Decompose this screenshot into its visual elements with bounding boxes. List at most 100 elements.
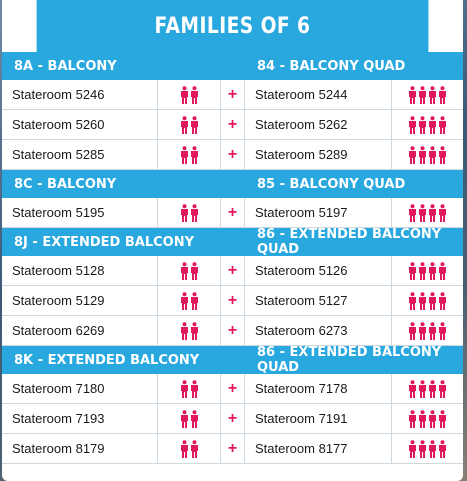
section-header: 8J - EXTENDED BALCONY 86 - EXTENDED BALCO… xyxy=(2,227,463,257)
plus-icon: + xyxy=(221,286,245,315)
person-icon xyxy=(429,321,436,340)
person-icon xyxy=(180,85,188,104)
plus-icon: + xyxy=(221,434,245,463)
table-row: Stateroom 7193 + Stateroom 7191 xyxy=(2,404,463,434)
plus-icon: + xyxy=(221,256,245,285)
person-icon xyxy=(409,145,416,164)
person-icon xyxy=(409,321,416,340)
left-stateroom: Stateroom 7180 xyxy=(2,374,158,403)
person-icon xyxy=(190,115,198,134)
right-stateroom: Stateroom 8177 xyxy=(245,434,392,463)
section-header: 8K - EXTENDED BALCONY 86 - EXTENDED BALCO… xyxy=(2,345,463,375)
person-icon xyxy=(190,85,198,104)
person-icon xyxy=(409,409,416,428)
right-occupancy xyxy=(392,80,463,109)
right-stateroom: Stateroom 7191 xyxy=(245,404,392,433)
left-occupancy xyxy=(158,256,221,285)
left-occupancy xyxy=(158,374,221,403)
table-row: Stateroom 8179 + Stateroom 8177 xyxy=(2,434,463,464)
person-icon xyxy=(409,203,416,222)
person-icon xyxy=(439,321,446,340)
header-spacer xyxy=(221,170,245,198)
table-row: Stateroom 5246 + Stateroom 5244 xyxy=(2,80,463,110)
person-icon xyxy=(439,291,446,310)
person-icon xyxy=(429,409,436,428)
page-title: FAMILIES OF 6 xyxy=(154,13,311,39)
plus-icon: + xyxy=(221,198,245,227)
table-row: Stateroom 5129 + Stateroom 5127 xyxy=(2,286,463,316)
left-category-title: 8K - EXTENDED BALCONY xyxy=(14,352,200,368)
table-row: Stateroom 5128 + Stateroom 5126 xyxy=(2,256,463,286)
person-icon xyxy=(419,379,426,398)
person-icon xyxy=(429,203,436,222)
left-stateroom: Stateroom 5195 xyxy=(2,198,158,227)
plus-icon: + xyxy=(221,316,245,345)
person-icon xyxy=(429,115,436,134)
right-stateroom: Stateroom 5127 xyxy=(245,286,392,315)
person-icon xyxy=(180,145,188,164)
person-icon xyxy=(180,115,188,134)
stateroom-grid: 8A - BALCONY 84 - BALCONY QUAD Stateroom 5… xyxy=(2,52,463,464)
table-row: Stateroom 7180 + Stateroom 7178 xyxy=(2,374,463,404)
person-icon xyxy=(409,379,416,398)
person-icon xyxy=(419,321,426,340)
person-icon xyxy=(190,321,198,340)
left-stateroom: Stateroom 5128 xyxy=(2,256,158,285)
plus-icon: + xyxy=(221,140,245,169)
person-icon xyxy=(409,261,416,280)
person-icon xyxy=(180,203,188,222)
header-spacer xyxy=(221,346,245,374)
right-category-title: 84 - BALCONY QUAD xyxy=(257,58,406,74)
right-stateroom: Stateroom 5289 xyxy=(245,140,392,169)
right-occupancy xyxy=(392,434,463,463)
left-stateroom: Stateroom 5246 xyxy=(2,80,158,109)
right-stateroom: Stateroom 5126 xyxy=(245,256,392,285)
person-icon xyxy=(429,439,436,458)
person-icon xyxy=(180,291,188,310)
person-icon xyxy=(439,203,446,222)
plus-icon: + xyxy=(221,404,245,433)
table-row: Stateroom 5195 + Stateroom 5197 xyxy=(2,198,463,228)
person-icon xyxy=(180,379,188,398)
left-occupancy xyxy=(158,286,221,315)
person-icon xyxy=(439,85,446,104)
person-icon xyxy=(429,379,436,398)
right-occupancy xyxy=(392,110,463,139)
right-category-title: 86 - EXTENDED BALCONY QUAD xyxy=(257,227,442,257)
left-category-title: 8J - EXTENDED BALCONY xyxy=(14,234,194,250)
person-icon xyxy=(180,409,188,428)
left-occupancy xyxy=(158,198,221,227)
person-icon xyxy=(190,261,198,280)
person-icon xyxy=(180,439,188,458)
right-stateroom: Stateroom 6273 xyxy=(245,316,392,345)
person-icon xyxy=(409,291,416,310)
person-icon xyxy=(190,203,198,222)
person-icon xyxy=(439,115,446,134)
plus-icon: + xyxy=(221,110,245,139)
left-stateroom: Stateroom 5129 xyxy=(2,286,158,315)
right-category-title: 85 - BALCONY QUAD xyxy=(257,176,406,192)
person-icon xyxy=(439,439,446,458)
person-icon xyxy=(419,409,426,428)
section-header: 8A - BALCONY 84 - BALCONY QUAD xyxy=(2,52,463,80)
person-icon xyxy=(419,439,426,458)
left-stateroom: Stateroom 8179 xyxy=(2,434,158,463)
section-header: 8C - BALCONY 85 - BALCONY QUAD xyxy=(2,170,463,198)
person-icon xyxy=(419,203,426,222)
person-icon xyxy=(429,291,436,310)
plus-icon: + xyxy=(221,80,245,109)
left-occupancy xyxy=(158,434,221,463)
person-icon xyxy=(190,409,198,428)
person-icon xyxy=(180,321,188,340)
person-icon xyxy=(180,261,188,280)
left-occupancy xyxy=(158,404,221,433)
right-occupancy xyxy=(392,316,463,345)
person-icon xyxy=(409,85,416,104)
left-occupancy xyxy=(158,316,221,345)
person-icon xyxy=(419,291,426,310)
person-icon xyxy=(419,145,426,164)
table-row: Stateroom 6269 + Stateroom 6273 xyxy=(2,316,463,346)
right-stateroom: Stateroom 5197 xyxy=(245,198,392,227)
person-icon xyxy=(190,291,198,310)
